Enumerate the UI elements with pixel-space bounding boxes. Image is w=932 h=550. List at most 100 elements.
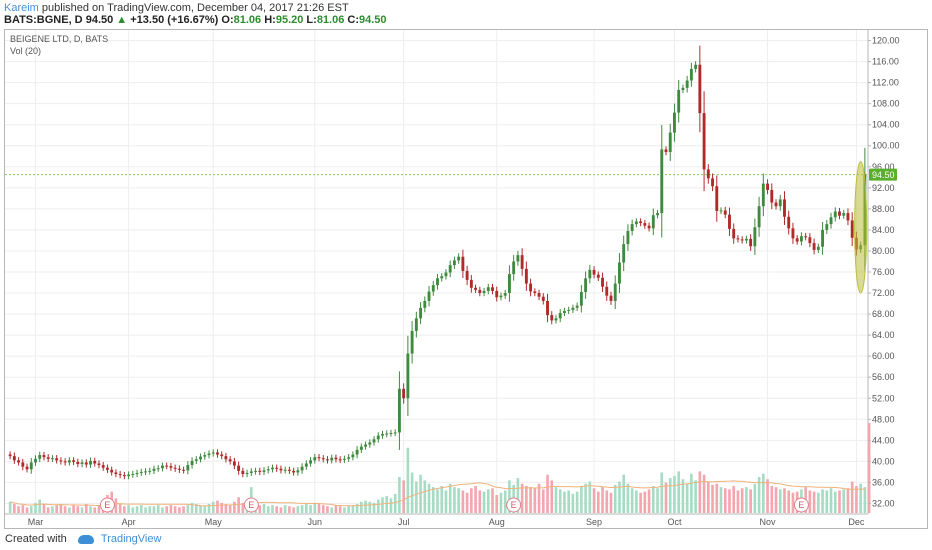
volume-bar: [829, 488, 833, 513]
volume-bar: [762, 473, 765, 513]
volume-bar: [241, 502, 245, 513]
volume-bar: [863, 487, 867, 513]
candle: [127, 474, 131, 477]
volume-bar: [148, 506, 152, 513]
candle: [609, 295, 613, 301]
volume-bar: [42, 504, 46, 513]
candle: [194, 459, 198, 461]
candle: [393, 432, 397, 434]
y-tick-label: 44.00: [872, 435, 895, 445]
candle: [732, 228, 736, 239]
volume-bar: [766, 479, 769, 513]
candle: [524, 268, 528, 284]
candle: [258, 470, 262, 472]
volume-bar: [118, 504, 122, 513]
volume-bar: [402, 480, 405, 513]
candle: [355, 449, 359, 455]
volume-bar: [478, 490, 482, 513]
volume-bar: [13, 504, 16, 513]
candle: [199, 456, 202, 460]
candle: [673, 112, 676, 133]
candle: [605, 286, 609, 296]
volume-bar: [681, 479, 685, 513]
candle: [529, 283, 533, 292]
volume-bar: [173, 506, 177, 513]
volume-bar: [364, 500, 367, 513]
footer: Created with TradingView: [5, 533, 161, 545]
volume-bar: [203, 506, 207, 513]
candle: [144, 471, 147, 473]
volume-bar: [719, 487, 723, 513]
volume-bar: [423, 480, 427, 513]
volume-bar: [516, 478, 520, 513]
candle: [72, 460, 76, 462]
created-with-label: Created with: [5, 533, 67, 545]
candle: [207, 453, 211, 456]
tradingview-brand[interactable]: TradingView: [100, 533, 162, 545]
candle: [326, 459, 329, 461]
candle: [728, 214, 731, 229]
candle: [838, 211, 841, 216]
volume-bar: [778, 489, 782, 513]
volume-bar: [190, 502, 194, 513]
volume-bar: [321, 505, 325, 513]
volume-bar: [55, 505, 58, 513]
candle: [677, 89, 681, 113]
candle: [275, 467, 279, 469]
candle: [783, 199, 786, 217]
volume-bar: [233, 501, 236, 513]
candle: [76, 461, 80, 465]
candle: [766, 183, 769, 190]
volume-bar: [859, 483, 862, 513]
candle: [372, 439, 376, 443]
volume-bar: [326, 506, 329, 513]
candle: [821, 229, 825, 247]
candle: [787, 216, 791, 229]
chart-panel[interactable]: [4, 29, 928, 529]
volume-bar: [385, 496, 389, 513]
volume-bar: [613, 484, 617, 513]
volume-bar: [740, 488, 744, 513]
candle: [626, 230, 630, 245]
volume-bar: [80, 507, 84, 513]
candle: [359, 446, 363, 450]
volume-bar: [753, 483, 757, 513]
candle: [385, 433, 389, 435]
volume-bar: [63, 506, 67, 513]
price-chart[interactable]: 32.00 36.00 40.00 44.00 48.00 52.00 56.00 60.00…: [0, 0, 932, 530]
open-label: O:: [221, 14, 234, 26]
candle: [381, 434, 384, 436]
volume-bar: [415, 481, 418, 513]
volume-bar: [25, 507, 29, 513]
volume-bar: [711, 484, 714, 513]
up-arrow-icon: ▲: [116, 14, 128, 26]
y-tick-label: 36.00: [872, 477, 895, 487]
last-price-tag: [869, 168, 897, 181]
volume-bar: [783, 488, 786, 513]
candle: [245, 472, 249, 475]
volume-bar: [571, 493, 575, 513]
volume-bar: [567, 490, 570, 513]
volume-bar: [584, 483, 587, 513]
volume-bar: [381, 497, 384, 513]
candle: [232, 461, 236, 466]
volume-bar: [440, 486, 444, 513]
candle: [452, 260, 456, 266]
volume-bar: [575, 491, 579, 513]
volume-bar: [338, 506, 342, 513]
volume-bar: [495, 495, 499, 513]
author-link[interactable]: Kareim: [4, 2, 39, 14]
volume-bar: [334, 505, 338, 513]
y-tick-label: 108.00: [872, 99, 900, 109]
candle: [177, 468, 181, 470]
candle: [816, 246, 820, 250]
volume-bar: [499, 492, 503, 513]
candle: [744, 238, 748, 241]
volume-bar: [76, 506, 80, 513]
candle: [152, 468, 156, 471]
volume-bar: [850, 481, 854, 513]
volume-bar: [643, 491, 647, 513]
candle: [592, 269, 596, 275]
volume-bar: [656, 488, 659, 513]
candle: [80, 462, 84, 465]
